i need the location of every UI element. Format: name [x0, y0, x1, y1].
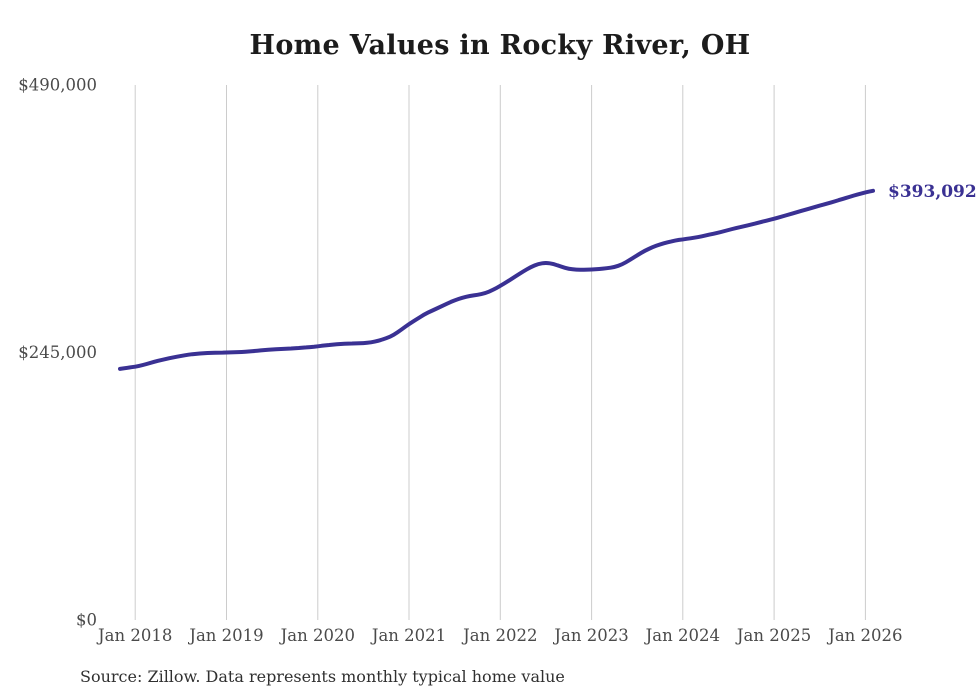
x-tick-label: Jan 2021	[370, 626, 446, 645]
latest-value-label: $393,092	[888, 182, 977, 202]
x-tick-label: Jan 2022	[461, 626, 537, 645]
x-tick-label: Jan 2025	[735, 626, 811, 645]
x-tick-label: Jan 2023	[552, 626, 628, 645]
home-value-line	[118, 188, 875, 371]
y-tick-label: $490,000	[18, 76, 97, 95]
x-tick-label: Jan 2020	[279, 626, 355, 645]
x-tick-label: Jan 2026	[826, 626, 902, 645]
x-tick-label: Jan 2019	[187, 626, 263, 645]
chart-canvas: $0 $245,000 $490,000 Jan 2018 Jan 2019 Jan 20…	[18, 76, 977, 646]
y-tick-label: $0	[76, 611, 97, 630]
chart-title: Home Values in Rocky River, OH	[249, 30, 751, 61]
x-tick-label: Jan 2018	[96, 626, 172, 645]
x-tick-label: Jan 2024	[644, 626, 720, 645]
y-tick-label: $245,000	[18, 343, 97, 362]
source-note: Source: Zillow. Data represents monthly …	[80, 667, 565, 686]
